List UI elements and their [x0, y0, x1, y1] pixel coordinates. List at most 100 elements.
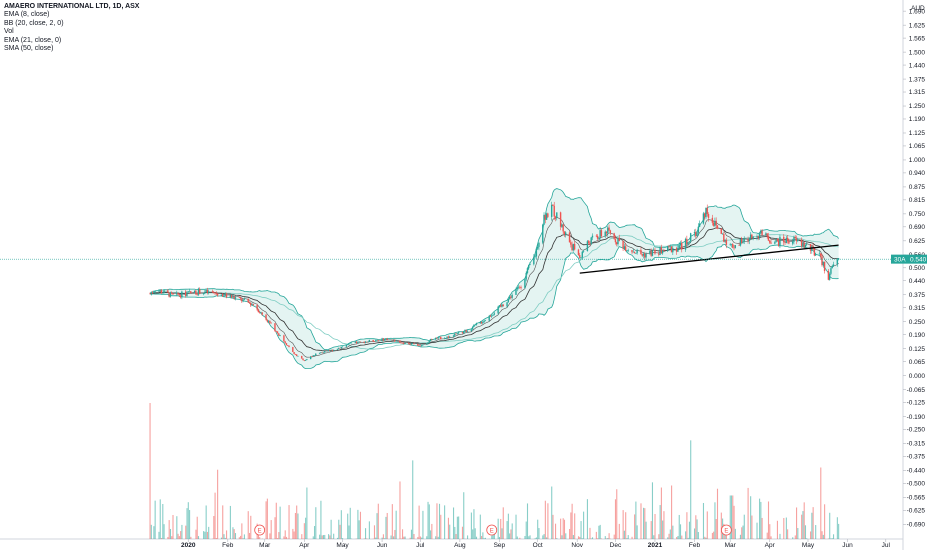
candle-body — [805, 245, 806, 248]
candle-body — [643, 254, 644, 256]
candle-body — [249, 302, 250, 303]
candle-body — [332, 350, 333, 351]
candle-body — [160, 290, 161, 291]
candle-body — [491, 316, 492, 317]
candle-body — [199, 289, 200, 294]
candle-body — [784, 242, 785, 243]
candle-body — [747, 239, 748, 241]
volume-bar — [215, 493, 216, 539]
volume-bar — [475, 528, 476, 539]
price-tick-label: 0.065 — [909, 359, 926, 366]
volume-bar — [338, 520, 339, 539]
candle-body — [582, 252, 583, 258]
candle-body — [511, 295, 512, 298]
price-tick-label: 1.315 — [909, 89, 926, 96]
legend-sma50[interactable]: SMA (50, close) — [4, 45, 139, 53]
symbol-title[interactable]: AMAERO INTERNATIONAL LTD, 1D, ASX — [4, 3, 139, 11]
candle-body — [223, 296, 224, 297]
candle-body — [546, 213, 547, 219]
price-tick-label: 0.440 — [909, 278, 926, 285]
last-price-symbol: 30A — [894, 256, 906, 263]
candle-body — [404, 343, 405, 344]
price-tick-label: -0.375 — [907, 454, 926, 461]
volume-bar — [222, 505, 223, 539]
volume-bar — [526, 522, 527, 539]
candle-body — [277, 331, 278, 333]
candle-body — [488, 316, 489, 321]
volume-bar — [197, 517, 198, 539]
candle-body — [695, 232, 696, 236]
volume-bar — [660, 505, 661, 539]
volume-bar — [151, 525, 152, 539]
candle-body — [448, 337, 449, 338]
candle-body — [810, 244, 811, 251]
candle-body — [554, 206, 555, 217]
volume-bar — [463, 492, 464, 539]
earnings-marker-label: E — [724, 529, 728, 535]
volume-bar — [449, 525, 450, 539]
candle-body — [286, 343, 287, 345]
candle-body — [188, 291, 189, 292]
candle-body — [262, 312, 263, 314]
volume-bar — [169, 520, 170, 539]
volume-bar — [739, 538, 740, 539]
volume-bar — [162, 504, 163, 539]
candle-body — [828, 271, 829, 280]
candle-body — [440, 337, 441, 339]
candle-body — [311, 356, 312, 357]
volume-bar — [498, 519, 499, 539]
volume-bar — [601, 538, 602, 539]
legend-ema21[interactable]: EMA (21, close, 0) — [4, 37, 139, 45]
candle-body — [364, 342, 365, 343]
volume-bar — [672, 526, 673, 539]
legend-bollinger[interactable]: BB (20, close, 2, 0) — [4, 20, 139, 28]
candle-body — [642, 254, 643, 256]
candle-body — [723, 234, 724, 242]
candle-body — [323, 352, 324, 353]
candle-body — [769, 241, 770, 243]
candle-body — [497, 307, 498, 314]
volume-bar — [686, 512, 687, 539]
candle-body — [661, 247, 662, 253]
candle-body — [783, 237, 784, 242]
volume-bar — [417, 537, 418, 539]
legend-ema8[interactable]: EMA (8, close) — [4, 11, 139, 19]
candle-body — [766, 233, 767, 236]
volume-bar — [527, 503, 528, 539]
candle-body — [509, 297, 510, 299]
candle-body — [770, 243, 771, 244]
volume-bar — [605, 536, 606, 539]
volume-bar — [283, 536, 284, 539]
candle-body — [357, 342, 358, 343]
candle-body — [733, 248, 734, 249]
candle-body — [744, 239, 745, 241]
time-tick-label: Jul — [416, 542, 425, 549]
volume-bar — [634, 514, 635, 539]
candle-body — [455, 334, 456, 335]
volume-bar — [198, 536, 199, 539]
candle-body — [429, 341, 430, 343]
legend-volume[interactable]: Vol — [4, 28, 139, 36]
candle-body — [367, 341, 368, 342]
candle-body — [435, 338, 436, 340]
candle-body — [551, 205, 552, 217]
candle-body — [759, 233, 760, 237]
volume-bar — [376, 513, 377, 539]
candle-body — [458, 332, 459, 333]
candle-body — [268, 321, 269, 322]
volume-bar — [204, 532, 205, 539]
volume-bar — [435, 536, 436, 539]
volume-bar — [662, 521, 663, 539]
candle-body — [533, 257, 534, 265]
candle-body — [774, 242, 775, 244]
volume-bar — [547, 503, 548, 539]
candle-body — [624, 246, 625, 248]
candle-body — [430, 339, 431, 341]
time-tick-label: Aug — [454, 542, 466, 549]
candle-body — [189, 291, 190, 292]
candle-body — [242, 300, 243, 302]
candle-body — [730, 244, 731, 245]
volume-bar — [286, 537, 287, 539]
